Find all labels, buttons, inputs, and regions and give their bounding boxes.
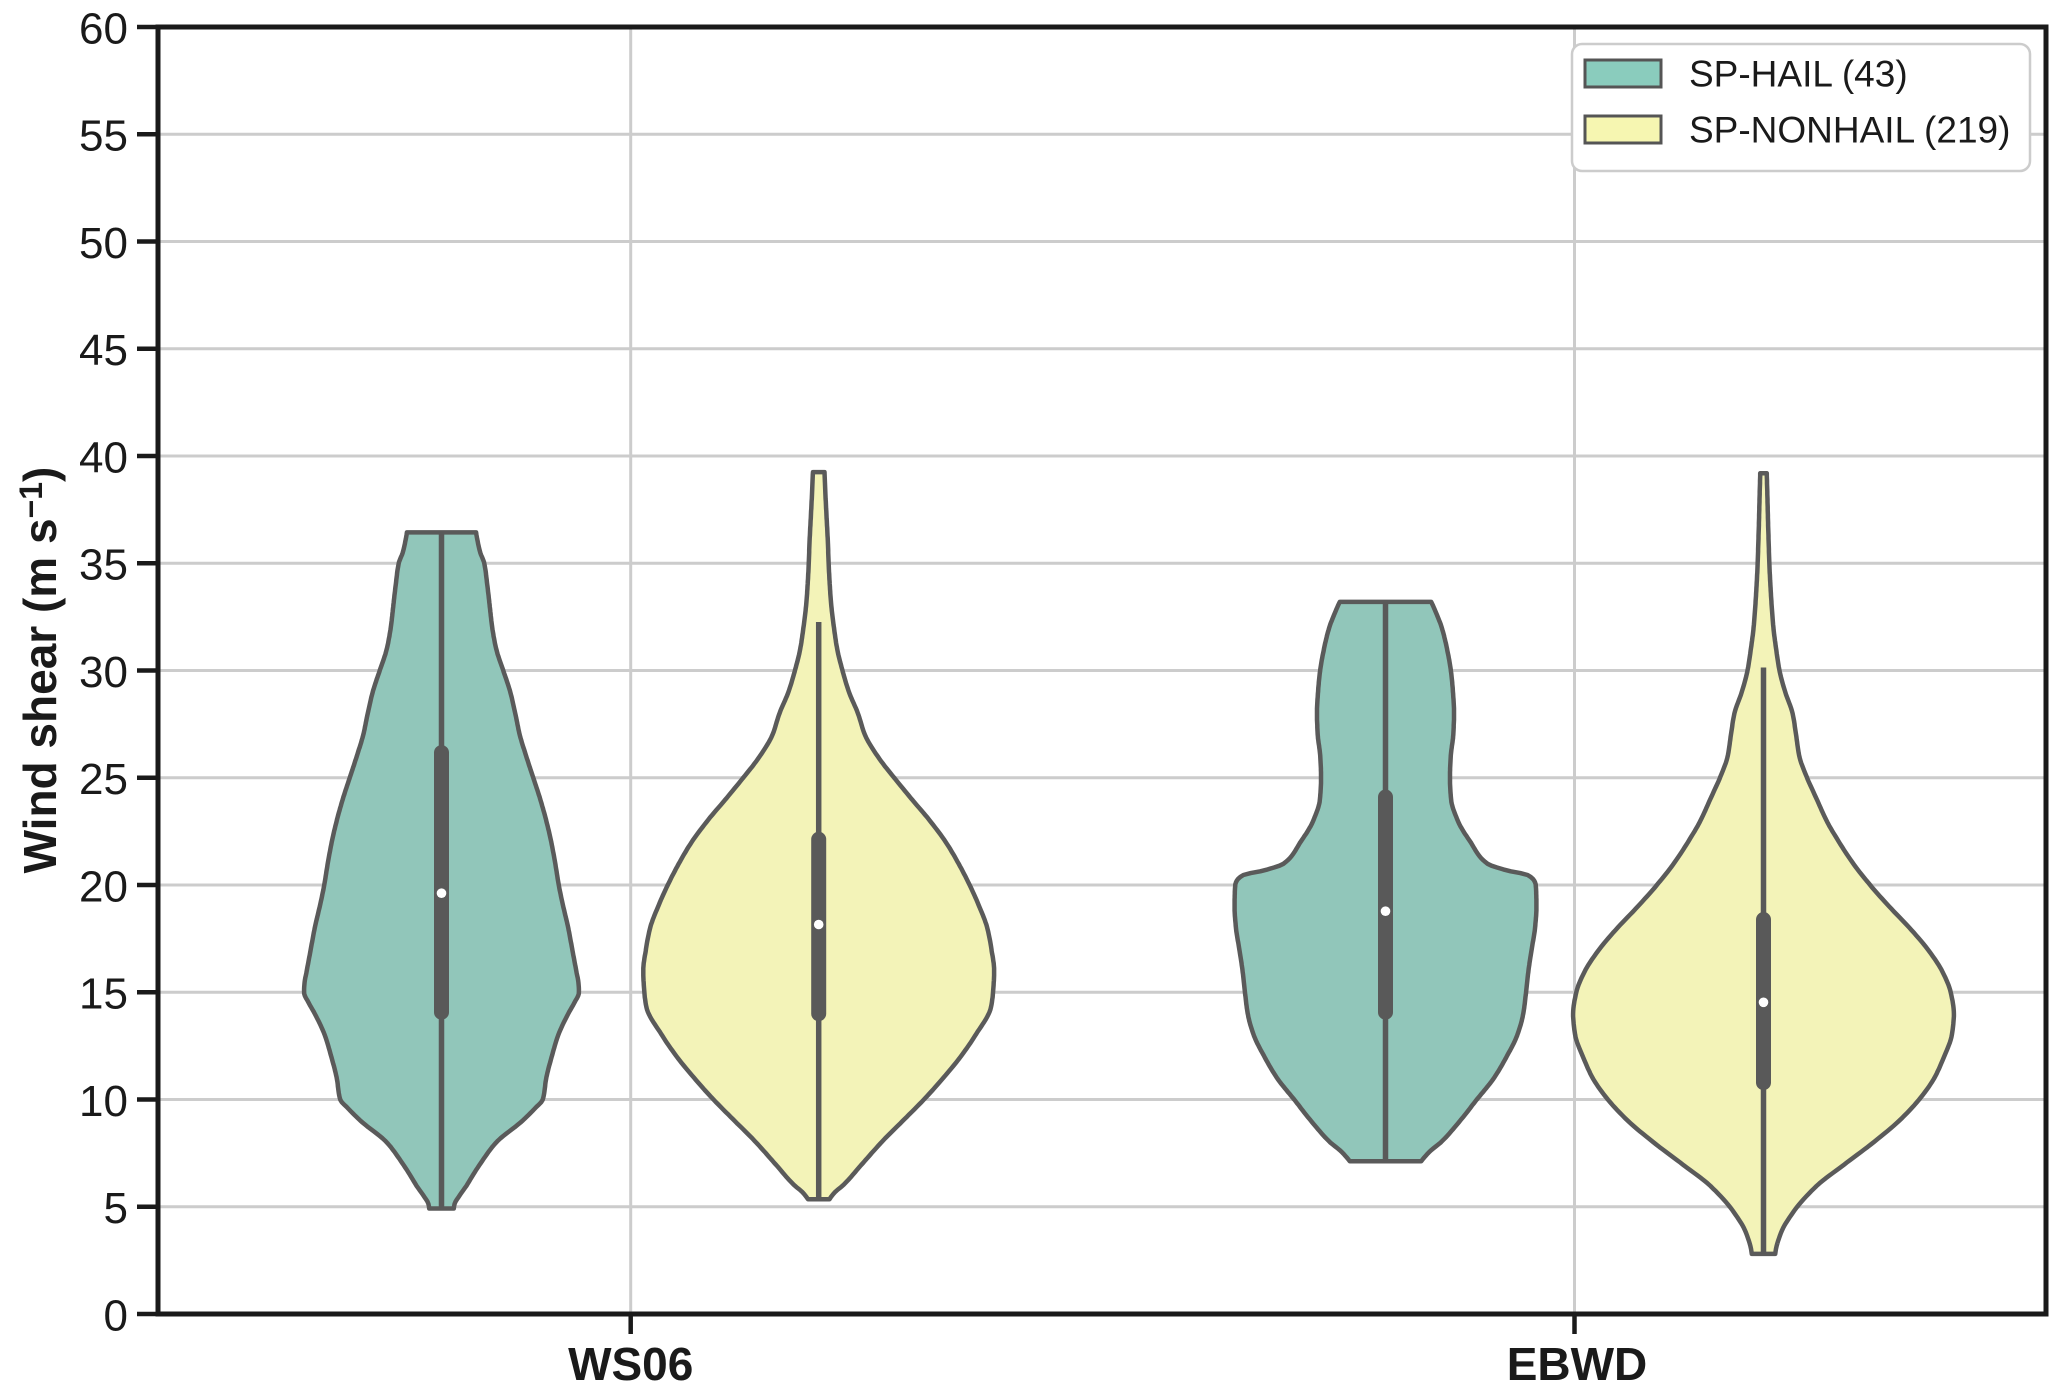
svg-text:35: 35 — [79, 541, 128, 590]
svg-text:SP-NONHAIL (219): SP-NONHAIL (219) — [1689, 109, 2010, 150]
svg-text:10: 10 — [79, 1077, 128, 1126]
svg-text:Wind shear (m s−1): Wind shear (m s−1) — [13, 467, 66, 874]
svg-text:25: 25 — [79, 755, 128, 804]
svg-text:5: 5 — [104, 1184, 128, 1233]
svg-text:WS06: WS06 — [568, 1338, 693, 1390]
svg-text:50: 50 — [79, 219, 128, 268]
svg-text:15: 15 — [79, 970, 128, 1019]
svg-text:EBWD: EBWD — [1507, 1338, 1648, 1390]
svg-text:55: 55 — [79, 112, 128, 161]
svg-text:30: 30 — [79, 648, 128, 697]
svg-text:60: 60 — [79, 4, 128, 53]
svg-text:SP-HAIL (43): SP-HAIL (43) — [1689, 53, 1908, 94]
svg-text:20: 20 — [79, 862, 128, 911]
svg-text:45: 45 — [79, 326, 128, 375]
svg-text:0: 0 — [104, 1291, 128, 1340]
svg-text:40: 40 — [79, 433, 128, 482]
